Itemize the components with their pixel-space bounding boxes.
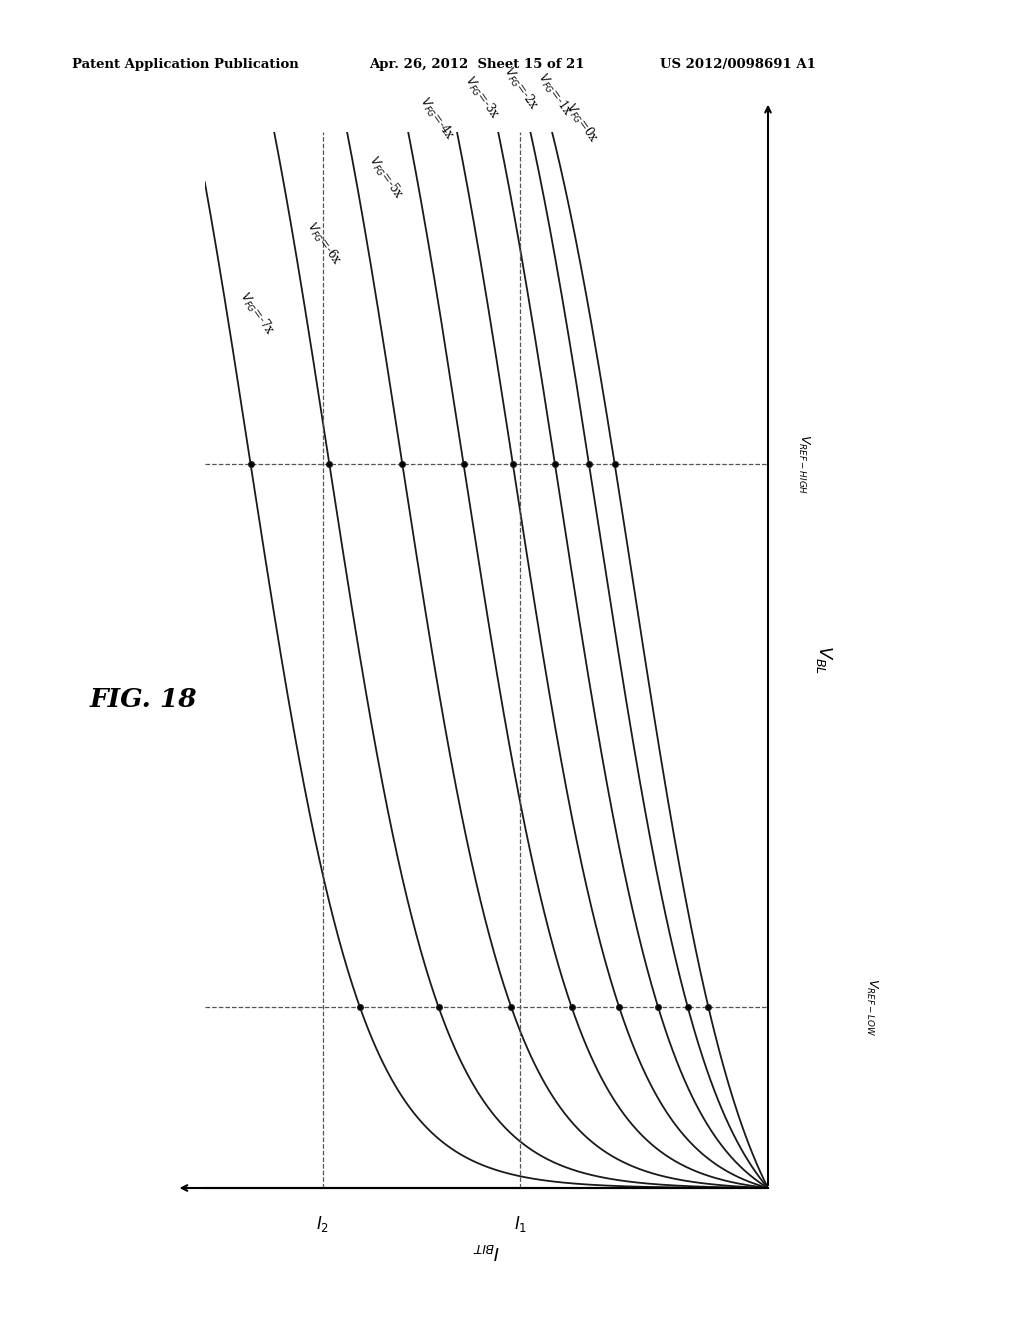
Text: $V_{BL}$: $V_{BL}$	[814, 645, 835, 675]
Text: $I_{BIT}$: $I_{BIT}$	[472, 1241, 501, 1261]
Text: $V_{FG}$=-7x: $V_{FG}$=-7x	[236, 289, 278, 338]
Text: $V_{FG}$=-4x: $V_{FG}$=-4x	[416, 94, 458, 143]
Text: Patent Application Publication: Patent Application Publication	[72, 58, 298, 71]
Text: US 2012/0098691 A1: US 2012/0098691 A1	[660, 58, 816, 71]
Text: $I_2$: $I_2$	[316, 1214, 330, 1234]
Text: $V_{REF-HIGH}$: $V_{REF-HIGH}$	[797, 434, 811, 494]
Text: $V_{REF-LOW}$: $V_{REF-LOW}$	[863, 978, 879, 1036]
Text: $V_{FG}$=-3x: $V_{FG}$=-3x	[461, 73, 503, 123]
Text: FIG. 18: FIG. 18	[89, 688, 198, 711]
Text: $V_{FG}$=-2x: $V_{FG}$=-2x	[501, 63, 542, 114]
Text: $V_{FG}$=0x: $V_{FG}$=0x	[562, 99, 602, 147]
Text: $I_1$: $I_1$	[514, 1214, 526, 1234]
Text: Apr. 26, 2012  Sheet 15 of 21: Apr. 26, 2012 Sheet 15 of 21	[369, 58, 584, 71]
Text: $V_{FG}$=-5x: $V_{FG}$=-5x	[366, 153, 407, 202]
Text: $V_{FG}$=-6x: $V_{FG}$=-6x	[303, 219, 345, 268]
Text: $V_{FG}$=-1x: $V_{FG}$=-1x	[535, 70, 575, 120]
